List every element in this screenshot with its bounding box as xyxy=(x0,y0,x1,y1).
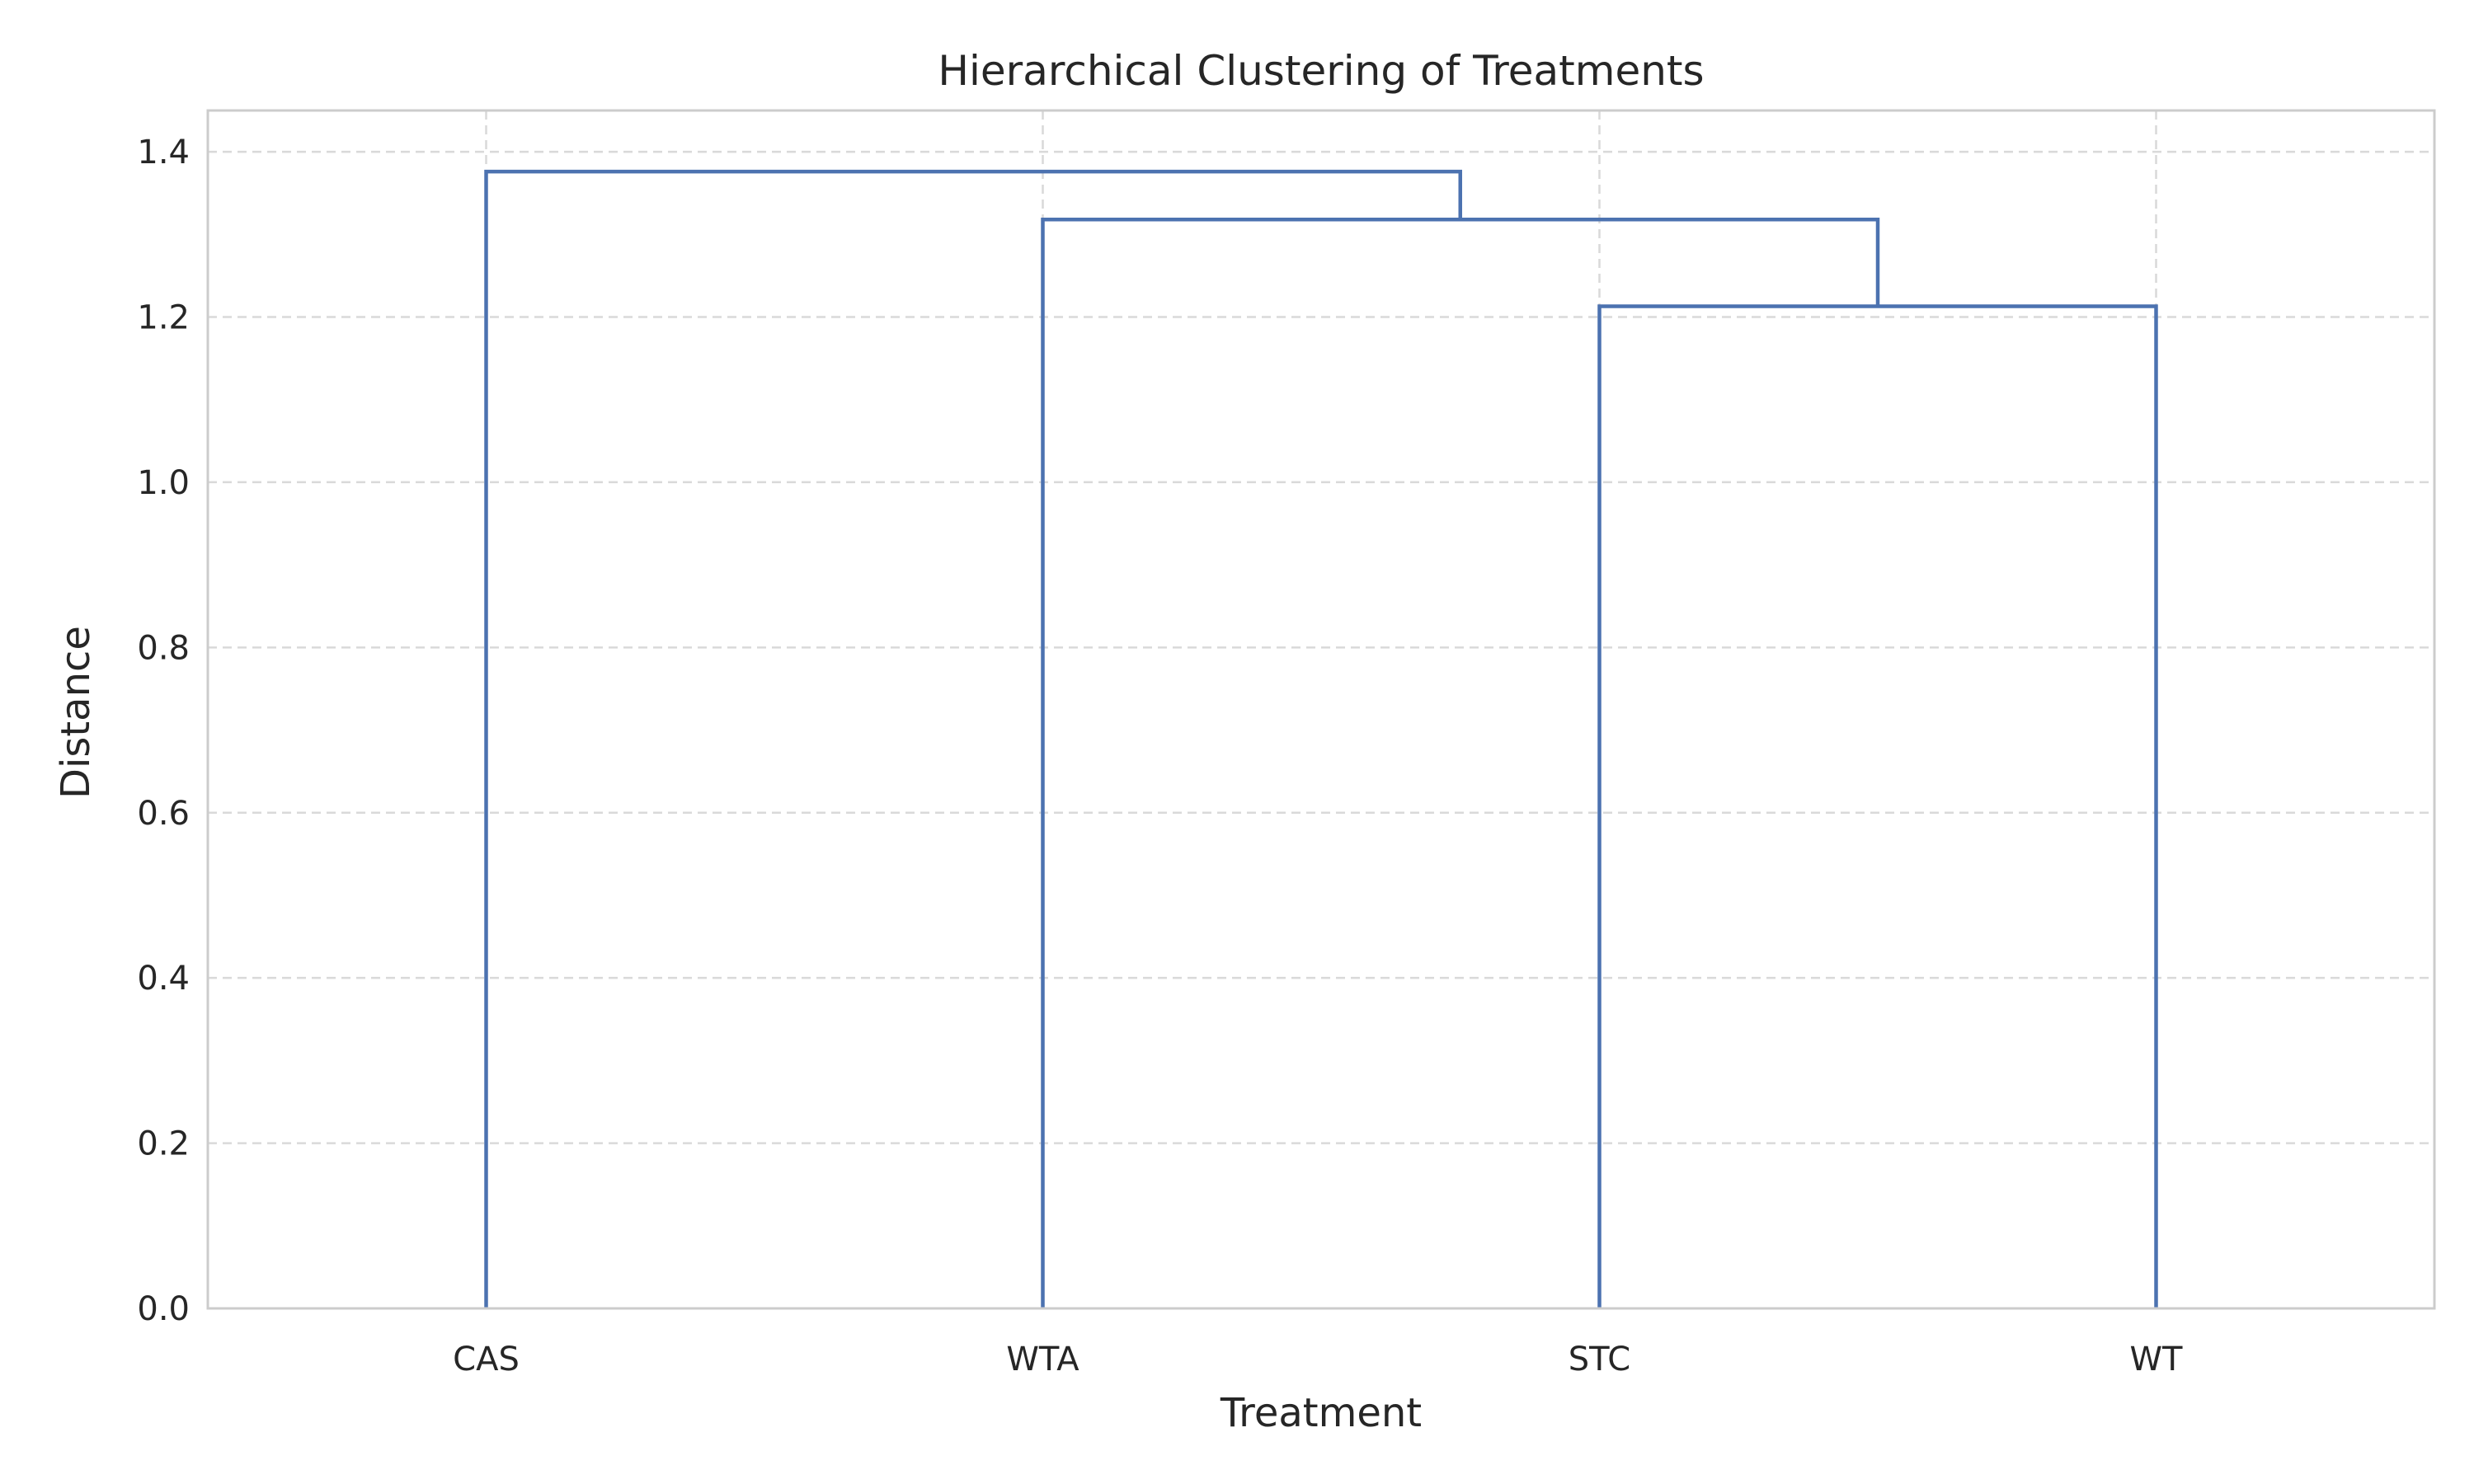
x-tick-label: WTA xyxy=(1006,1341,1079,1378)
dendrogram-link xyxy=(1041,218,1880,1308)
y-tick-label: 0.0 xyxy=(137,1290,190,1328)
y-tick-label: 0.8 xyxy=(137,629,190,667)
chart-title: Hierarchical Clustering of Treatments xyxy=(938,47,1704,95)
plot-frame xyxy=(206,109,2436,1310)
y-tick-label: 0.6 xyxy=(137,795,190,833)
x-tick-label: STC xyxy=(1569,1341,1630,1378)
y-tick-label: 0.4 xyxy=(137,960,190,998)
dendrogram-link xyxy=(1597,304,2158,1308)
y-tick-label: 1.0 xyxy=(137,464,190,502)
dendrogram-links xyxy=(484,169,2158,1308)
y-axis-ticks: 0.0 0.2 0.4 0.6 0.8 1.0 1.2 1.4 xyxy=(137,134,190,1328)
y-tick-label: 0.2 xyxy=(137,1125,190,1163)
x-axis-title: Treatment xyxy=(1220,1390,1422,1436)
x-tick-label: CAS xyxy=(453,1341,520,1378)
y-axis-title: Distance xyxy=(53,626,99,799)
x-axis-ticks: CAS WTA STC WT xyxy=(453,1341,2183,1378)
x-tick-label: WT xyxy=(2130,1341,2184,1378)
grid xyxy=(208,110,2434,1310)
y-tick-label: 1.2 xyxy=(137,299,190,337)
y-tick-label: 1.4 xyxy=(137,134,190,171)
dendrogram-link xyxy=(484,169,1462,1308)
